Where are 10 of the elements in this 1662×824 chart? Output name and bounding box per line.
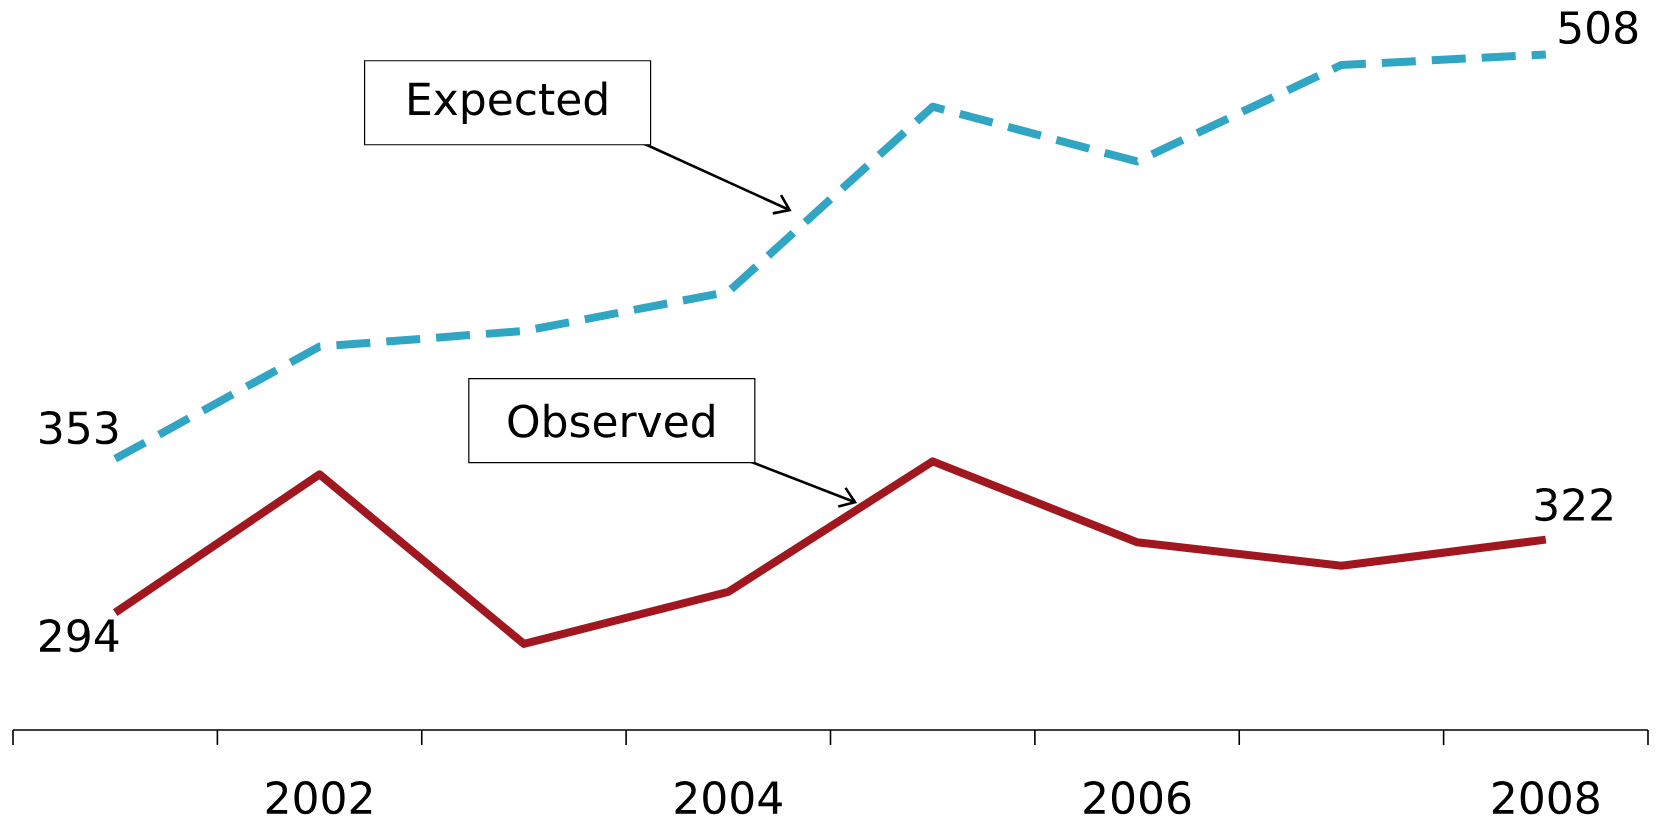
- x-tick-label: 2004: [675, 781, 782, 815]
- data-label: 294: [40, 619, 119, 653]
- data-label: 508: [1559, 10, 1638, 45]
- x-tick-label: 2006: [1084, 781, 1191, 815]
- x-tick-label: 2008: [1493, 781, 1599, 815]
- x-tick-label: 2002: [266, 781, 372, 815]
- annotation: Observed: [508, 403, 714, 438]
- annotation: Expected: [409, 81, 607, 125]
- data-label: 353: [40, 411, 118, 445]
- data-label: 322: [1535, 487, 1612, 522]
